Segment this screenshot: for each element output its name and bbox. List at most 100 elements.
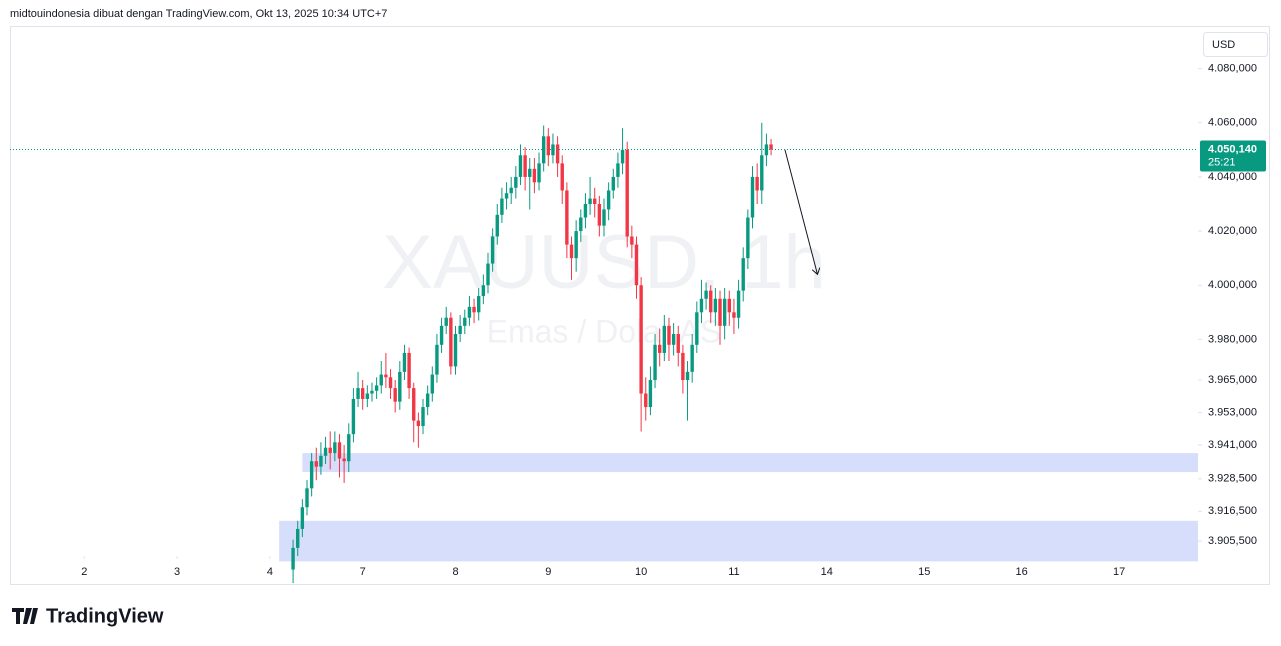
candle-body [551,144,555,156]
candle-body [472,306,476,313]
candle-body [574,231,578,259]
candle-body [444,317,448,326]
candle-body [699,298,704,313]
candle-body [500,198,504,215]
candle-body [662,325,667,353]
candle-body [657,344,662,353]
watermark-subtitle: Emas / Dolar AS [487,313,722,349]
candle-body [449,317,453,367]
x-tick-label: 9 [545,566,551,578]
candle-body [676,333,680,353]
candle-body [560,163,564,191]
candle-body [755,176,759,191]
candle-body [579,217,583,232]
candle-body [727,298,731,313]
candle-body [671,333,676,345]
y-tick-label: 3.980,000 [1208,333,1257,345]
last-price-box [1200,140,1266,172]
x-tick-label: 8 [452,566,458,578]
countdown: 25:21 [1208,156,1236,168]
candle-body [365,393,370,399]
candle-body [407,352,411,389]
candle-body [630,236,634,245]
logo-icon [12,608,38,624]
candle-body [453,333,458,367]
candle-body [690,344,694,372]
y-tick-label: 4.060,000 [1208,117,1257,129]
header: midtouindonesia dibuat dengan TradingVie… [10,8,387,20]
x-tick-label: 3 [174,566,180,578]
candle-body [314,461,318,467]
candle-body [569,244,574,259]
candle-body [393,388,397,402]
last-price-label: 4.050,140 [1208,143,1257,155]
candle-body [291,547,295,570]
candle-body [490,236,495,264]
x-tick-label: 15 [918,566,930,578]
candle-body [351,398,356,435]
candle-body [416,420,421,427]
x-tick-label: 17 [1113,566,1125,578]
candle-body [309,461,314,489]
candle-body [741,258,745,291]
candle-body [481,285,486,297]
candle-body [722,298,727,326]
candle-body [546,136,551,156]
candle-body [360,388,365,399]
footer-logo: TradingView [46,605,164,627]
y-tick-label: 3.928,500 [1208,473,1257,485]
zone [279,520,1198,562]
candle-body [518,155,523,177]
arrow [784,149,817,275]
candle-body [379,374,383,386]
candle-body [319,455,323,467]
candle-body [402,352,407,372]
y-tick-label: 3.953,000 [1208,406,1257,418]
frame [10,26,1270,585]
candle-body [769,144,773,150]
candle-body [300,507,305,529]
candle-body [541,136,546,164]
candle-body [602,209,606,226]
x-tick-label: 10 [635,566,647,578]
candle-body [374,385,379,391]
candle-body [593,198,597,204]
y-tick-label: 3.941,000 [1208,439,1257,451]
candle-body [713,298,718,313]
candle-body [625,149,629,237]
candle-body [736,290,741,318]
candle-body [732,312,736,318]
x-tick-label: 2 [81,566,87,578]
candle-body [532,168,537,183]
candle-body [760,155,764,191]
x-tick-label: 16 [1016,566,1028,578]
candle-body [435,344,439,375]
currency-button[interactable] [1203,32,1268,57]
candle-body [653,344,657,380]
candle-body [514,176,518,188]
candle-body [370,390,374,394]
y-tick-label: 4.000,000 [1208,279,1257,291]
candle-body [750,176,755,218]
candle-body [495,214,499,237]
candle-body [509,187,513,194]
candle-body [709,290,713,313]
candle-body [347,434,351,462]
candle-body [606,190,611,210]
candle-body [528,168,532,177]
candle-body [565,190,569,245]
candle-body [421,407,425,427]
candle-body [305,488,309,508]
candle-body [597,204,602,226]
candle-body [333,442,337,454]
candle-body [537,163,541,183]
candle-body [504,193,509,199]
y-tick-label: 4.040,000 [1208,171,1257,183]
candle-body [616,163,620,177]
candle-body [718,298,722,326]
candle-body [611,176,615,191]
candle-body [648,380,653,408]
candle-body [463,317,467,326]
candle-body [430,374,434,394]
